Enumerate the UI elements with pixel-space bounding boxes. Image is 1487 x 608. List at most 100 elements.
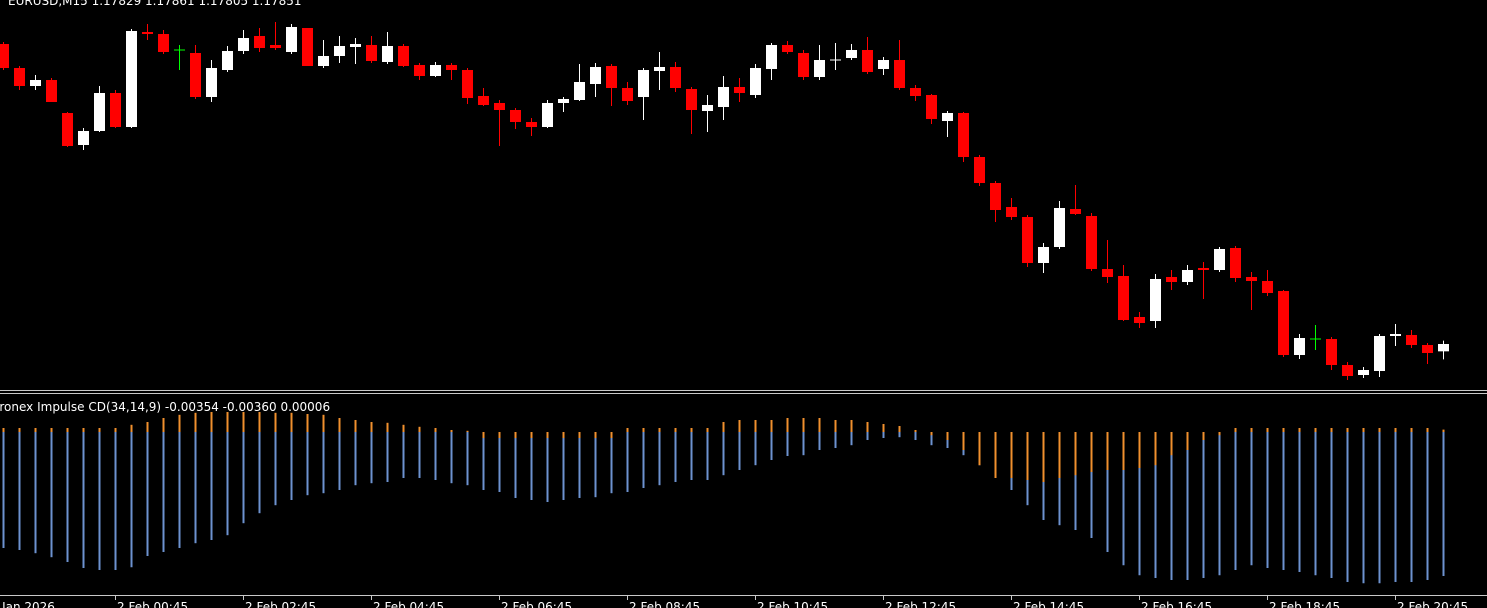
candle-body bbox=[1438, 344, 1449, 352]
candle-body bbox=[1342, 365, 1353, 376]
x-tick-label: 2 Feb 08:45 bbox=[629, 600, 700, 608]
candle-body bbox=[558, 99, 569, 103]
candle-body bbox=[142, 32, 153, 34]
candle-body bbox=[958, 113, 969, 157]
candle-body bbox=[1390, 334, 1401, 336]
candle-body bbox=[430, 65, 441, 76]
x-tick-label: 2 Feb 10:45 bbox=[757, 600, 828, 608]
candle-body bbox=[414, 65, 425, 76]
indicator-header: Cronex Impulse CD(34,14,9) -0.00354 -0.0… bbox=[0, 400, 330, 414]
candle-body bbox=[1246, 277, 1257, 281]
candle-body bbox=[46, 80, 57, 102]
candle-body bbox=[1358, 370, 1369, 375]
candle-body bbox=[366, 45, 377, 61]
x-tick-label: 2 Feb 04:45 bbox=[373, 600, 444, 608]
candle-body bbox=[1198, 268, 1209, 270]
candle-body bbox=[286, 27, 297, 52]
candle-body bbox=[686, 89, 697, 110]
candle-body bbox=[78, 131, 89, 145]
candle-body bbox=[910, 88, 921, 96]
x-tick-label: 30 Jan 2026 bbox=[0, 600, 55, 608]
candle-body bbox=[654, 67, 665, 71]
candle-body bbox=[846, 50, 857, 58]
candle-body bbox=[590, 67, 601, 84]
candle-body bbox=[158, 34, 169, 52]
candle-body bbox=[350, 44, 361, 47]
candle-body bbox=[894, 60, 905, 88]
candle-body bbox=[190, 53, 201, 97]
x-tick-label: 2 Feb 02:45 bbox=[245, 600, 316, 608]
x-tick-label: 2 Feb 18:45 bbox=[1269, 600, 1340, 608]
candle-body bbox=[462, 70, 473, 98]
candle-body bbox=[1182, 270, 1193, 282]
candle-body bbox=[94, 93, 105, 131]
candle-body bbox=[766, 45, 777, 69]
candle-body bbox=[782, 45, 793, 52]
candle-body bbox=[1406, 335, 1417, 345]
candle-body bbox=[1022, 217, 1033, 263]
candle-body bbox=[222, 51, 233, 70]
candle-body bbox=[798, 53, 809, 77]
candle-body bbox=[526, 122, 537, 127]
candle-body bbox=[606, 66, 617, 88]
candle-body bbox=[734, 87, 745, 93]
candle-body bbox=[1262, 281, 1273, 293]
candle-body bbox=[750, 68, 761, 95]
candle-body bbox=[670, 67, 681, 88]
candle-body bbox=[446, 65, 457, 70]
candle-body bbox=[30, 80, 41, 86]
candle-body bbox=[878, 60, 889, 69]
x-tick-label: 2 Feb 12:45 bbox=[885, 600, 956, 608]
candle-body bbox=[478, 96, 489, 105]
x-tick-label: 2 Feb 20:45 bbox=[1397, 600, 1468, 608]
candle-body bbox=[334, 46, 345, 56]
candle-body bbox=[206, 68, 217, 97]
x-tick-label: 2 Feb 16:45 bbox=[1141, 600, 1212, 608]
candle-body bbox=[1038, 247, 1049, 263]
candle-body bbox=[270, 45, 281, 48]
x-tick-label: 2 Feb 00:45 bbox=[117, 600, 188, 608]
candle-body bbox=[974, 157, 985, 183]
candle-body bbox=[990, 183, 1001, 210]
candle-body bbox=[718, 87, 729, 107]
candle-body bbox=[318, 56, 329, 66]
candle-body bbox=[814, 60, 825, 77]
candle-body bbox=[1166, 277, 1177, 282]
candle-body bbox=[1054, 208, 1065, 247]
candle-body bbox=[926, 95, 937, 119]
candle-body bbox=[942, 113, 953, 121]
candle-body bbox=[398, 46, 409, 66]
candle-body bbox=[1294, 338, 1305, 355]
candle-body bbox=[1230, 248, 1241, 278]
candle-body bbox=[638, 70, 649, 97]
candle-body bbox=[382, 46, 393, 62]
candle-body bbox=[110, 93, 121, 127]
candle-body bbox=[622, 88, 633, 101]
symbol-header: EURUSD,M15 1.17829 1.17861 1.17805 1.178… bbox=[8, 0, 302, 8]
candle-body bbox=[510, 110, 521, 122]
candle-body bbox=[1118, 276, 1129, 320]
candle-body bbox=[1006, 207, 1017, 217]
candle-body bbox=[1086, 216, 1097, 269]
candle-body bbox=[542, 103, 553, 127]
candle-body bbox=[1422, 345, 1433, 353]
candle-body bbox=[14, 68, 25, 86]
candle-body bbox=[1326, 339, 1337, 365]
candle-body bbox=[862, 50, 873, 72]
candle-body bbox=[1374, 336, 1385, 371]
candle-body bbox=[1278, 291, 1289, 355]
candle-body bbox=[238, 38, 249, 51]
candle-body bbox=[1214, 249, 1225, 270]
candle-body bbox=[1102, 269, 1113, 277]
candle-body bbox=[0, 44, 9, 68]
candle-body bbox=[302, 28, 313, 66]
x-tick-label: 2 Feb 06:45 bbox=[501, 600, 572, 608]
candle-body bbox=[62, 113, 73, 146]
x-tick-label: 2 Feb 14:45 bbox=[1013, 600, 1084, 608]
candle-body bbox=[254, 36, 265, 48]
candle-body bbox=[1150, 279, 1161, 321]
candle-body bbox=[1070, 209, 1081, 214]
